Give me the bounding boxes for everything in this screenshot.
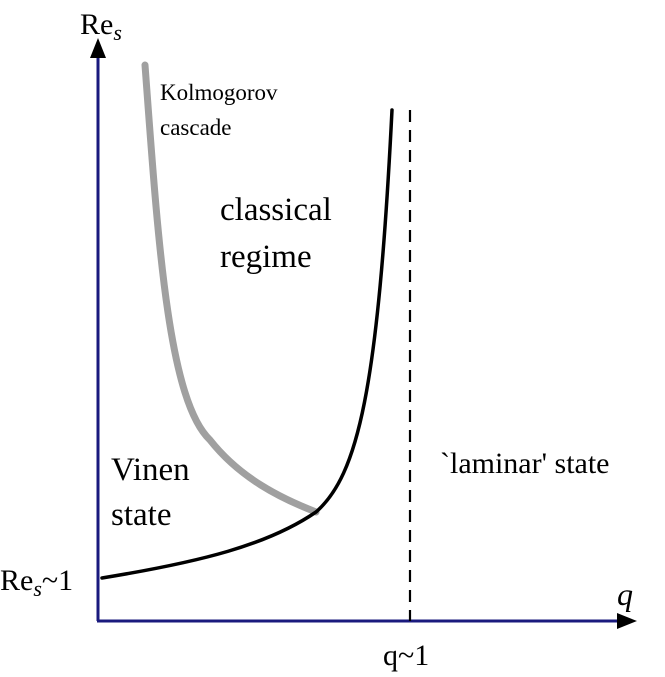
kolmogorov-label-line1: Kolmogorov [160, 80, 278, 105]
y-tick-label-rest: ~1 [42, 564, 73, 597]
kolmogorov-label-line2: cascade [160, 115, 232, 140]
kolmogorov-cascade-curve [141, 61, 320, 516]
y-axis-arrowhead [90, 38, 106, 58]
y-tick-label-subscript: s [33, 576, 42, 601]
y-axis-label-main: Re [80, 8, 113, 41]
y-tick-label: Res~1 [0, 564, 73, 601]
vinen-state-label-line1: Vinen [111, 452, 190, 488]
classical-regime-label-line1: classical [220, 192, 332, 228]
y-axis-label: Res [80, 8, 122, 45]
y-tick-label-main: Re [0, 564, 33, 597]
y-axis-label-subscript: s [113, 20, 122, 45]
x-axis-arrowhead [617, 613, 637, 629]
x-axis-label: q [617, 576, 633, 612]
classical-regime-label-line2: regime [220, 239, 312, 275]
boundary-curve [100, 108, 394, 580]
x-tick-label: q~1 [383, 639, 429, 672]
laminar-state-label: `laminar' state [440, 447, 610, 480]
vinen-state-label-line2: state [111, 497, 171, 533]
